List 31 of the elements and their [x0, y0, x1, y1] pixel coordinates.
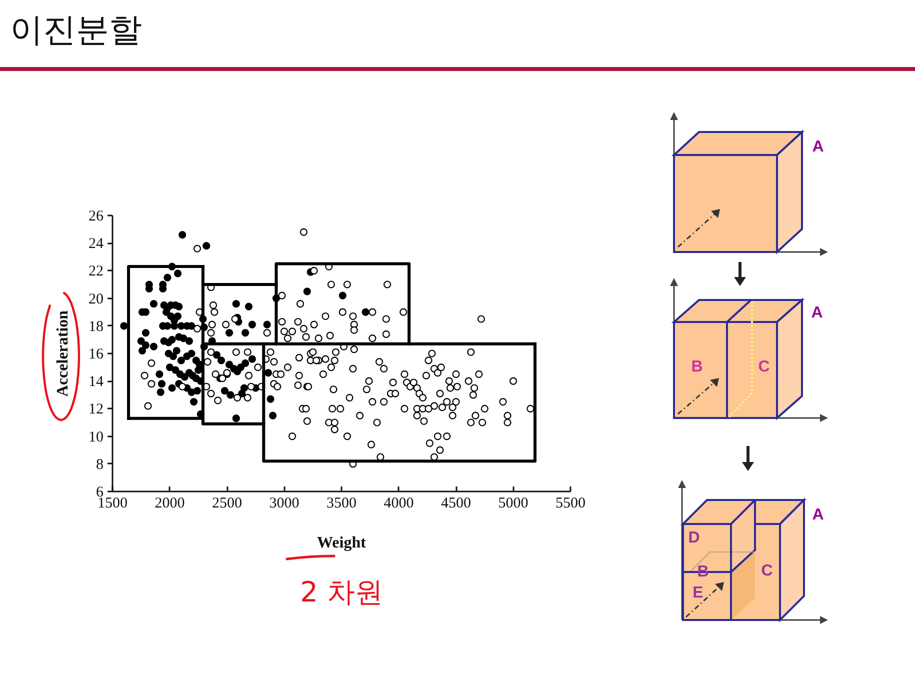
text: A: [812, 506, 824, 524]
x-tick-label: 2500: [212, 496, 242, 512]
text: 2 차원: [300, 576, 383, 608]
y-tick-label: 24: [88, 236, 104, 252]
x-tick-label: 2000: [154, 496, 185, 512]
y-axis-title: Acceleration: [54, 310, 72, 397]
text: B: [691, 358, 703, 376]
text: E: [692, 584, 704, 602]
y-tick-label: 20: [88, 291, 104, 308]
x-tick-label: 3000: [269, 496, 300, 512]
chart-title: 이진분할: [10, 9, 142, 51]
x-tick-label: 1500: [98, 496, 128, 512]
x-tick-label: 4000: [384, 496, 414, 512]
y-tick-label: 22: [88, 264, 104, 280]
text: D: [688, 530, 700, 546]
y-tick-label: 10: [88, 429, 104, 446]
y-tick-label: 26: [88, 208, 104, 224]
text: C: [761, 562, 774, 580]
y-tick-label: 18: [88, 318, 104, 335]
y-tick-label: 12: [88, 402, 104, 418]
x-axis-title: Weight: [317, 534, 367, 552]
x-tick-label: 5500: [556, 496, 586, 512]
text: C: [758, 358, 770, 376]
y-tick-label: 8: [96, 456, 104, 473]
y-tick-label: 16: [88, 346, 104, 362]
x-tick-label: 3500: [326, 496, 356, 512]
y-tick-label: 14: [88, 374, 104, 390]
text: A: [811, 304, 824, 322]
text: A: [812, 138, 824, 156]
x-tick-label: 5000: [498, 496, 528, 512]
x-tick-label: 4500: [441, 496, 471, 512]
